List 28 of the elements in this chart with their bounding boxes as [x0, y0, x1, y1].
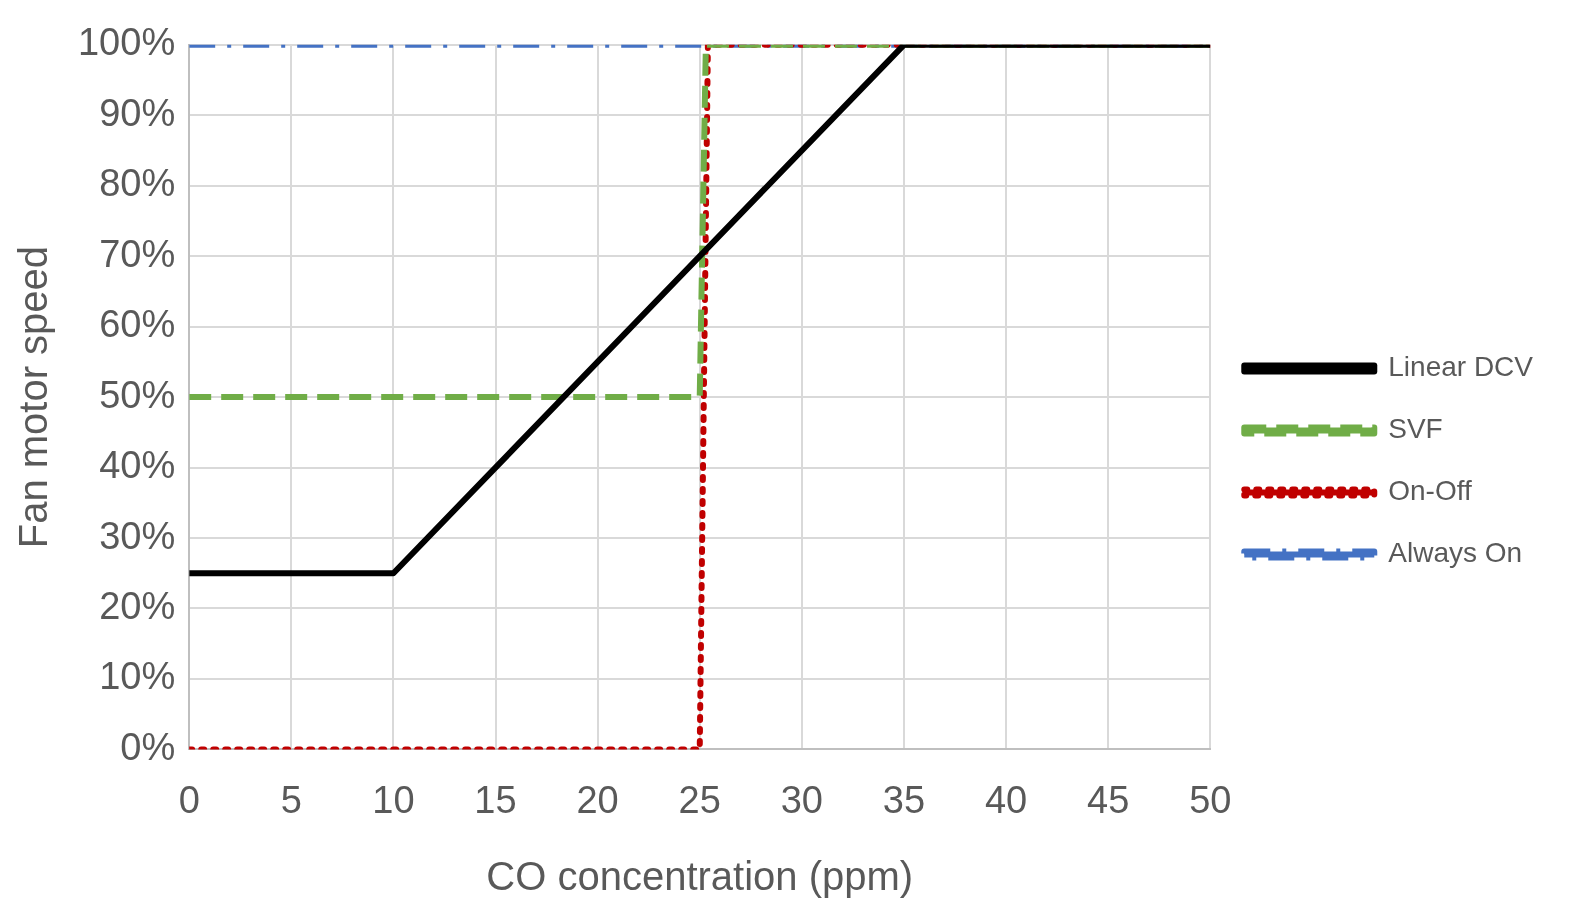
x-tick-label: 10 — [372, 778, 415, 821]
x-tick-label: 35 — [882, 778, 926, 821]
y-tick-label: 60% — [99, 303, 176, 346]
y-tick-label: 30% — [99, 514, 176, 557]
y-tick-label: 50% — [99, 373, 176, 416]
y-axis-title: Fan motor speed — [11, 245, 56, 549]
y-tick-label: 10% — [99, 655, 176, 698]
x-axis-title: CO concentration (ppm) — [486, 854, 914, 899]
x-tick-label: 20 — [576, 778, 619, 821]
y-tick-label: 70% — [99, 232, 176, 275]
legend-label: SVF — [1388, 413, 1443, 445]
x-tick-label: 15 — [474, 778, 517, 821]
x-tick-label: 40 — [984, 778, 1028, 821]
x-tick-label: 5 — [280, 778, 302, 821]
x-tick-label: 25 — [678, 778, 721, 821]
y-tick-label: 0% — [120, 725, 176, 768]
legend-label: On-Off — [1388, 475, 1472, 507]
y-tick-label: 100% — [77, 21, 176, 64]
x-tick-label: 30 — [780, 778, 823, 821]
x-tick-label: 0 — [178, 778, 200, 821]
y-tick-label: 90% — [99, 91, 176, 134]
y-tick-label: 20% — [99, 584, 176, 627]
legend-label: Linear DCV — [1388, 351, 1534, 383]
legend-label: Always On — [1388, 537, 1523, 569]
x-tick-label: 50 — [1189, 778, 1232, 821]
x-tick-label: 45 — [1087, 778, 1130, 821]
y-tick-label: 80% — [99, 162, 176, 205]
y-tick-label: 40% — [99, 444, 176, 487]
